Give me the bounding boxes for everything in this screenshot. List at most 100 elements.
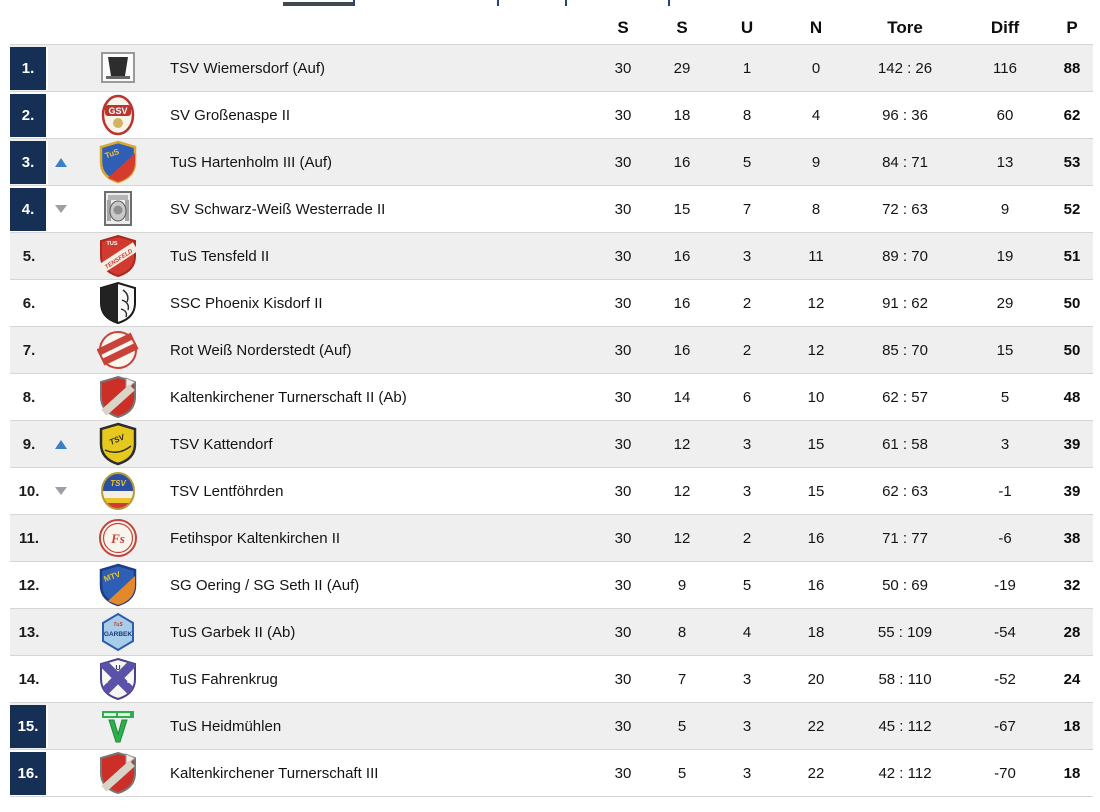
matches-lost: 12 xyxy=(807,341,825,359)
team-logo-icon xyxy=(74,375,162,419)
goal-difference: 9 xyxy=(1000,200,1010,218)
svg-text:T: T xyxy=(105,678,110,685)
up-arrow-icon xyxy=(48,439,74,449)
goal-ratio: 61 : 58 xyxy=(882,435,928,453)
svg-text:TuS: TuS xyxy=(113,622,123,628)
goal-ratio: 62 : 57 xyxy=(882,388,928,406)
points: 48 xyxy=(1063,388,1081,406)
team-logo-icon xyxy=(74,46,162,90)
points: 52 xyxy=(1063,200,1081,218)
position-number: 5. xyxy=(22,247,36,265)
matches-drawn: 6 xyxy=(742,388,752,406)
matches-won: 29 xyxy=(673,59,691,77)
table-row: 2. GSV SV Großenaspe II 30 18 8 4 96 : 36 60 62 xyxy=(10,91,1093,138)
points: 32 xyxy=(1063,576,1081,594)
matches-lost: 15 xyxy=(807,435,825,453)
position-number: 13. xyxy=(18,623,40,641)
points: 88 xyxy=(1063,59,1081,77)
matches-played: 30 xyxy=(614,341,632,359)
up-arrow-icon xyxy=(48,157,74,167)
position-cell: 11. xyxy=(10,515,48,561)
svg-text:TSV: TSV xyxy=(110,479,126,488)
matches-won: 12 xyxy=(673,529,691,547)
header-goals: Tore xyxy=(887,18,923,37)
matches-drawn: 3 xyxy=(742,247,752,265)
table-body: 1. TSV Wiemersdorf (Auf) 30 29 1 0 142 : 26 116… xyxy=(10,44,1093,797)
goal-ratio: 45 : 112 xyxy=(878,717,932,735)
matches-played: 30 xyxy=(614,435,632,453)
position-number: 12. xyxy=(18,576,40,594)
down-arrow-icon xyxy=(48,205,74,213)
goal-difference: 5 xyxy=(1000,388,1010,406)
team-name[interactable]: TuS Heidmühlen xyxy=(170,717,282,735)
team-name[interactable]: TuS Garbek II (Ab) xyxy=(170,623,296,641)
table-row: 7. Rot Weiß Norderstedt (Auf) 30 16 2 12 85 : … xyxy=(10,326,1093,373)
table-row: 9. TSV TSV Kattendorf 30 12 3 15 61 : 58 3 39 xyxy=(10,420,1093,467)
team-name[interactable]: SSC Phoenix Kisdorf II xyxy=(170,294,323,312)
table-row: 14. U T S TuS Fahrenkrug 30 7 3 20 58 : 110 -52 24 xyxy=(10,655,1093,702)
goal-ratio: 42 : 112 xyxy=(878,764,932,782)
matches-won: 18 xyxy=(673,106,691,124)
team-name[interactable]: Fetihspor Kaltenkirchen II xyxy=(170,529,341,547)
team-logo-icon xyxy=(74,751,162,795)
position-number: 4. xyxy=(21,200,35,218)
matches-lost: 11 xyxy=(808,247,824,265)
svg-text:TUS: TUS xyxy=(107,241,118,247)
position-number: 10. xyxy=(18,482,40,500)
team-name[interactable]: TSV Kattendorf xyxy=(170,435,273,453)
team-name[interactable]: SG Oering / SG Seth II (Auf) xyxy=(170,576,360,594)
matches-won: 16 xyxy=(673,247,691,265)
position-cell: 9. xyxy=(10,421,48,467)
position-cell: 8. xyxy=(10,374,48,420)
team-name[interactable]: Kaltenkirchener Turnerschaft II (Ab) xyxy=(170,388,407,406)
table-row: 12. MTV SG Oering / SG Seth II (Auf) 30 9 5 16… xyxy=(10,561,1093,608)
team-name[interactable]: SV Großenaspe II xyxy=(170,106,291,124)
team-name[interactable]: Rot Weiß Norderstedt (Auf) xyxy=(170,341,352,359)
position-cell: 3. xyxy=(10,140,48,184)
goal-ratio: 89 : 70 xyxy=(882,247,928,265)
matches-drawn: 2 xyxy=(742,529,752,547)
table-row: 15. TuS Heidmühlen 30 5 3 22 45 : 112 -67 18 xyxy=(10,702,1093,749)
header-matches: S xyxy=(617,18,629,37)
down-arrow-icon xyxy=(48,487,74,495)
matches-drawn: 3 xyxy=(742,717,752,735)
position-number: 1. xyxy=(21,59,35,77)
position-cell: 4. xyxy=(10,187,48,231)
position-number: 9. xyxy=(22,435,36,453)
points: 38 xyxy=(1063,529,1081,547)
goal-difference: 19 xyxy=(996,247,1014,265)
tab-separator xyxy=(565,0,567,6)
matches-lost: 4 xyxy=(811,106,821,124)
team-name[interactable]: SV Schwarz-Weiß Westerrade II xyxy=(170,200,386,218)
team-name[interactable]: TSV Lentföhrden xyxy=(170,482,284,500)
matches-lost: 16 xyxy=(807,576,825,594)
team-name[interactable]: TuS Hartenholm III (Auf) xyxy=(170,153,332,171)
matches-drawn: 3 xyxy=(742,482,752,500)
table-row: 5. TENSFELD TUS TuS Tensfeld II 30 16 3 11 89 : … xyxy=(10,232,1093,279)
position-cell: 10. xyxy=(10,468,48,514)
goal-ratio: 142 : 26 xyxy=(877,59,933,77)
matches-drawn: 8 xyxy=(742,106,752,124)
matches-drawn: 5 xyxy=(742,153,752,171)
matches-won: 5 xyxy=(677,717,687,735)
position-number: 7. xyxy=(22,341,36,359)
matches-played: 30 xyxy=(614,200,632,218)
team-name[interactable]: Kaltenkirchener Turnerschaft III xyxy=(170,764,379,782)
table-row: 3. TuS TuS Hartenholm III (Auf) 30 16 5 9 84 : … xyxy=(10,138,1093,185)
goal-difference: 13 xyxy=(996,153,1014,171)
tab-separator xyxy=(497,0,499,6)
matches-drawn: 2 xyxy=(742,294,752,312)
position-cell: 14. xyxy=(10,656,48,702)
svg-text:U: U xyxy=(115,665,120,672)
matches-drawn: 4 xyxy=(742,623,752,641)
goal-difference: -67 xyxy=(994,717,1016,735)
goal-ratio: 96 : 36 xyxy=(882,106,928,124)
matches-played: 30 xyxy=(614,247,632,265)
team-name[interactable]: TuS Tensfeld II xyxy=(170,247,270,265)
team-name[interactable]: TSV Wiemersdorf (Auf) xyxy=(170,59,326,77)
goal-difference: -70 xyxy=(994,764,1016,782)
team-name[interactable]: TuS Fahrenkrug xyxy=(170,670,278,688)
goal-difference: 3 xyxy=(1000,435,1010,453)
